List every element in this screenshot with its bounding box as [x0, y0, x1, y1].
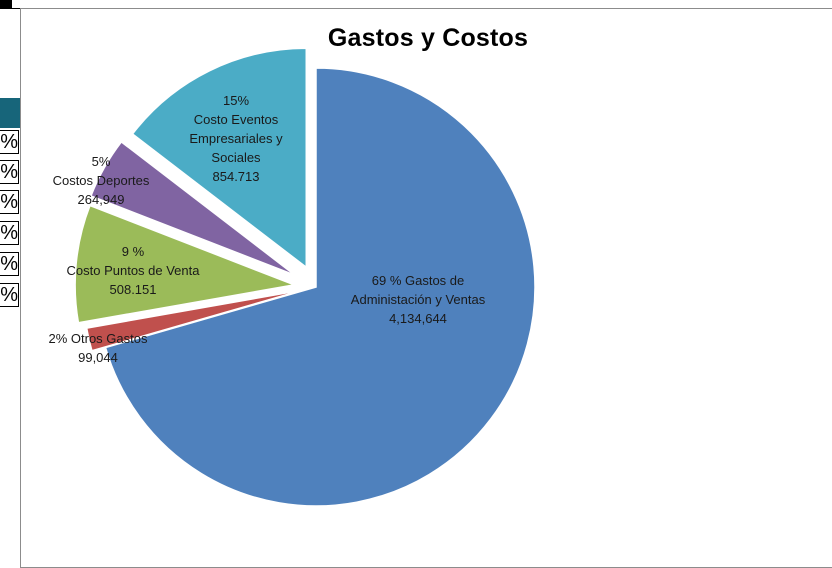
chart-title: Gastos y Costos	[327, 24, 529, 52]
pie-slice-puntos-venta[interactable]	[74, 204, 297, 324]
pie-slice-otros-gastos[interactable]	[85, 289, 303, 352]
sheet-cell[interactable]: %	[0, 221, 19, 245]
pie-slice-eventos[interactable]	[131, 47, 308, 269]
data-label-deportes: 5% Costos Deportes 264,949	[53, 154, 150, 207]
sheet-top-bar	[0, 0, 20, 9]
sheet-header-cell	[0, 98, 20, 128]
sheet-cell[interactable]: %	[0, 130, 19, 154]
sheet-cell[interactable]: %	[0, 190, 19, 214]
spreadsheet-strip: % % % % % %	[0, 0, 20, 560]
sheet-cell[interactable]: %	[0, 160, 19, 184]
data-label-puntos-venta: 9 % Costo Puntos de Venta 508.151	[67, 244, 201, 297]
data-label-otros-gastos: 2% Otros Gastos 99,044	[49, 331, 148, 365]
sheet-cell[interactable]: %	[0, 283, 19, 307]
data-label-eventos: 15% Costo Eventos Empresariales y Sociales 8…	[189, 93, 283, 184]
pie-slice-deportes[interactable]	[89, 140, 296, 276]
pie-slice-administracion-ventas[interactable]	[104, 67, 536, 507]
data-label-administracion-ventas: 69 % Gastos de Administación y Ventas 4,13…	[351, 273, 486, 326]
sheet-cell[interactable]: %	[0, 252, 19, 276]
